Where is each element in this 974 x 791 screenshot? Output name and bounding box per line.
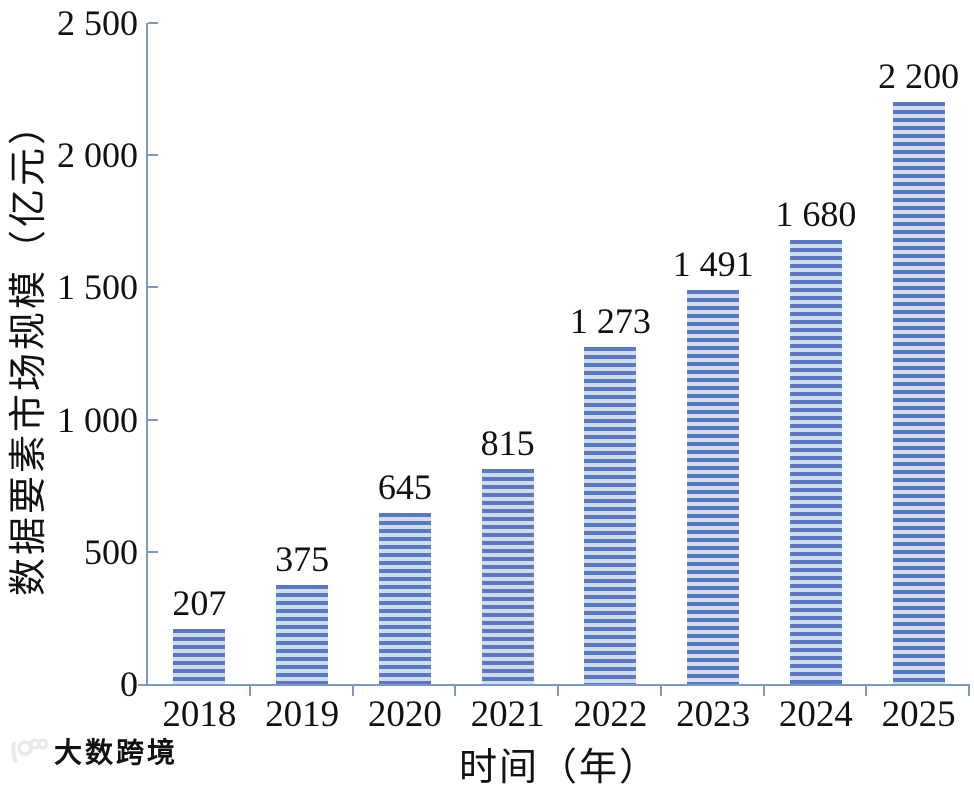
watermark-text: 大数跨境 (54, 737, 179, 768)
bar-value-label-2019: 375 (275, 539, 330, 579)
x-tick-label-2021: 2021 (470, 694, 545, 735)
bar-2018 (173, 629, 226, 684)
bar-value-label-2022: 1 273 (569, 301, 651, 341)
x-tick-7 (865, 684, 868, 696)
x-tick-label-2022: 2022 (573, 694, 648, 735)
watermark-logo-icon (11, 738, 48, 763)
y-tick-label-2000: 2 000 (57, 135, 138, 176)
bar-2019 (276, 585, 329, 684)
x-tick-2 (351, 684, 354, 696)
x-tick-8 (968, 684, 970, 696)
x-tick-3 (454, 684, 457, 696)
bar-value-label-2023: 1 491 (672, 244, 754, 284)
bar-value-label-2018: 207 (172, 583, 227, 623)
x-axis-title: 时间（年） (458, 747, 659, 789)
x-tick-1 (248, 684, 251, 696)
y-axis-line (146, 23, 148, 684)
y-tick-label-0: 0 (120, 664, 138, 704)
x-tick-label-2020: 2020 (367, 694, 442, 735)
bar-2025 (892, 102, 945, 684)
x-tick-label-2025: 2025 (881, 694, 956, 735)
bar-value-label-2020: 645 (377, 467, 432, 507)
bar-2024 (789, 240, 842, 684)
y-tick-label-1500: 1 500 (57, 267, 138, 308)
x-tick-label-2018: 2018 (162, 694, 237, 735)
bar-2022 (584, 347, 637, 684)
x-tick-label-2019: 2019 (265, 694, 340, 735)
bar-value-label-2024: 1 680 (775, 194, 857, 234)
plot-area: 207 375 645 815 1 273 1 491 1 680 2 200 (138, 22, 970, 696)
bar-2021 (481, 469, 534, 684)
y-tick-2000 (148, 154, 158, 157)
x-tick-6 (762, 684, 765, 696)
bar-value-label-2025: 2 200 (878, 56, 960, 96)
y-tick-500 (148, 550, 158, 553)
y-tick-1500 (148, 286, 158, 289)
bar-2020 (378, 513, 431, 684)
x-tick-4 (557, 684, 559, 696)
bar-value-label-2021: 815 (480, 423, 535, 463)
y-tick-1000 (148, 418, 158, 421)
y-tick-2500 (148, 22, 158, 24)
y-tick-label-2500: 2 500 (57, 3, 138, 43)
y-tick-label-1000: 1 000 (57, 399, 138, 440)
bar-2023 (687, 290, 740, 684)
y-tick-label-500: 500 (84, 531, 138, 572)
x-tick-label-2024: 2024 (778, 694, 853, 735)
x-tick-5 (659, 684, 662, 696)
x-tick-label-2023: 2023 (676, 694, 751, 735)
x-axis-line (138, 684, 970, 686)
watermark: 大数跨境 (8, 731, 178, 771)
